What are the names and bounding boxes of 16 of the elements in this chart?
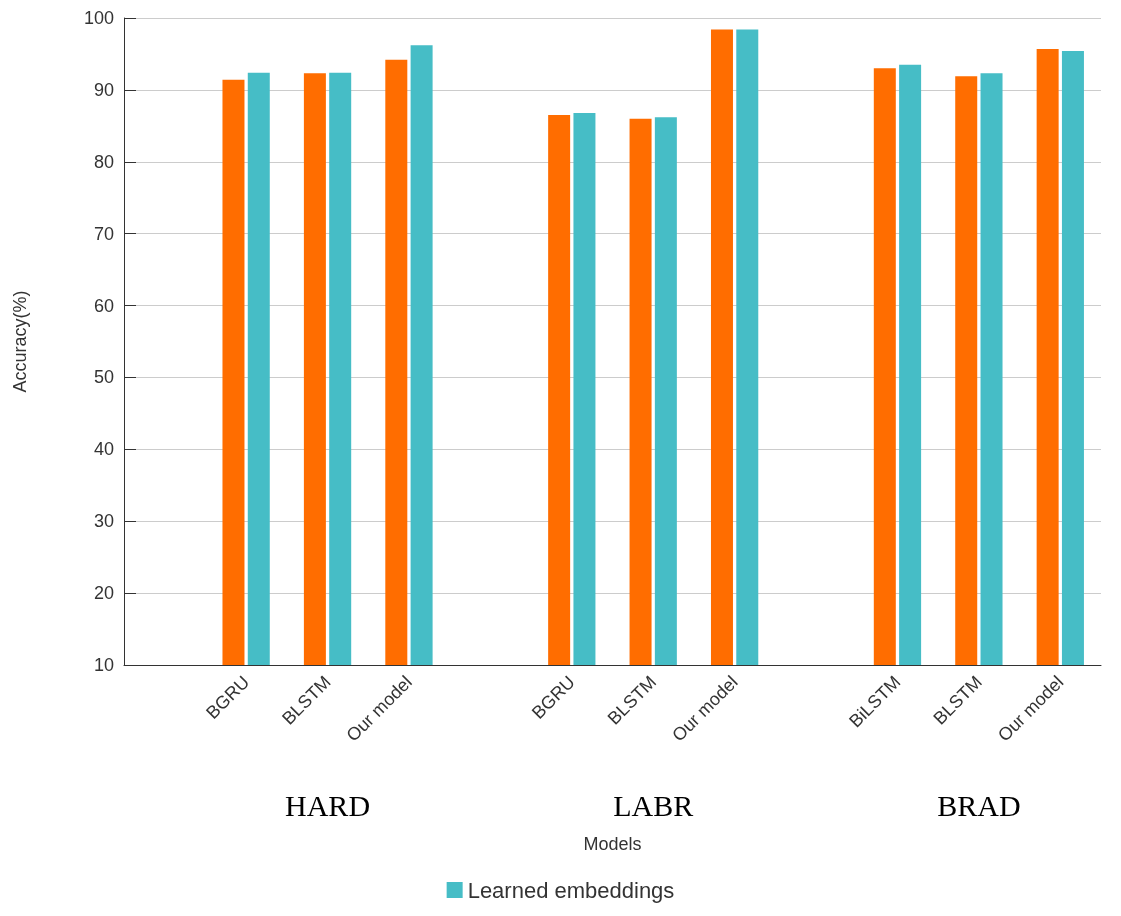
y-tick-label: 20 [93,583,114,604]
text: BRAD [937,788,1021,822]
legend-label: Learned embeddings [467,877,675,903]
y-tick-label: 10 [93,655,114,675]
text: LABR [613,788,694,822]
text: Models [583,834,642,854]
text: HARD [285,788,371,822]
y-tick-label: 50 [93,367,114,388]
y-tick-label: 30 [93,511,114,532]
y-tick-label: 60 [93,295,114,316]
y-tick-label: 90 [93,79,114,100]
y-tick-label: 40 [93,439,114,460]
y-axis-title: Accuracy(%) [10,290,30,393]
y-tick-label: 70 [93,223,114,244]
y-tick-label: 100 [83,8,114,28]
y-tick-label: 80 [93,151,114,172]
